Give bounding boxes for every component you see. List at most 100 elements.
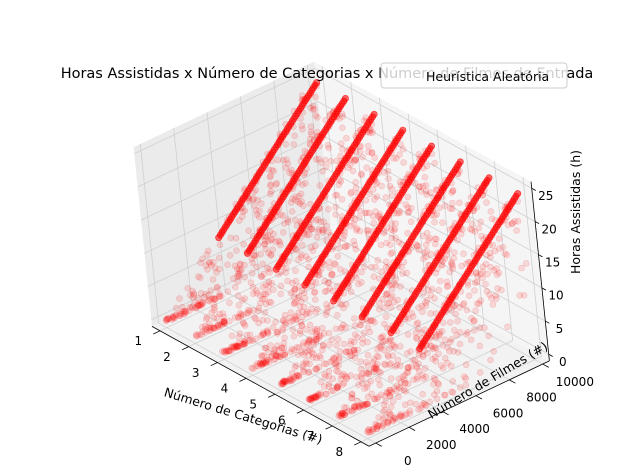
data-point <box>240 320 248 328</box>
data-point <box>194 302 202 310</box>
data-point <box>319 346 326 354</box>
data-point <box>186 303 194 311</box>
data-point <box>332 353 340 361</box>
data-point <box>320 330 328 337</box>
data-point <box>281 351 289 359</box>
data-point <box>358 375 366 382</box>
data-point <box>336 348 344 355</box>
data-point <box>364 317 371 325</box>
data-point <box>339 409 347 417</box>
data-point <box>451 301 459 309</box>
data-point <box>166 315 173 322</box>
data-point <box>192 304 199 312</box>
data-point <box>383 388 391 396</box>
data-point <box>471 287 478 294</box>
data-point <box>204 266 211 273</box>
data-point <box>405 315 412 322</box>
data-point <box>449 187 457 194</box>
data-point <box>216 241 224 249</box>
data-point <box>493 265 500 272</box>
data-point <box>233 341 240 349</box>
data-point <box>365 368 373 376</box>
data-point <box>422 182 430 189</box>
data-point <box>255 319 263 327</box>
data-point <box>205 291 212 299</box>
data-point <box>220 317 227 325</box>
data-point <box>198 301 206 309</box>
data-point <box>262 290 270 298</box>
data-point <box>246 307 253 315</box>
x-tick-mark <box>354 441 362 446</box>
data-point <box>412 400 420 408</box>
data-point <box>289 326 297 334</box>
data-point <box>252 207 260 214</box>
data-point <box>312 336 320 343</box>
data-point <box>279 324 287 332</box>
data-point <box>374 213 382 220</box>
data-point <box>419 182 427 190</box>
data-point <box>369 212 377 220</box>
data-point <box>226 252 234 259</box>
data-point <box>281 349 289 357</box>
data-point <box>377 344 385 352</box>
data-point <box>236 339 243 347</box>
data-point <box>495 235 503 242</box>
data-point <box>249 337 256 345</box>
data-point <box>351 403 358 410</box>
data-point <box>305 256 312 263</box>
data-point <box>396 362 404 370</box>
data-point <box>363 401 370 408</box>
data-point <box>335 412 343 420</box>
data-point <box>311 326 319 333</box>
data-point <box>328 271 335 279</box>
y-tick-mark <box>509 379 516 384</box>
data-point <box>295 309 303 317</box>
data-point <box>427 251 435 258</box>
data-point <box>314 114 321 121</box>
data-point <box>404 204 412 211</box>
data-point <box>443 283 451 291</box>
data-point <box>192 304 200 312</box>
data-point <box>206 258 213 266</box>
data-point <box>473 300 481 307</box>
data-point <box>231 314 239 321</box>
x-tick-mark <box>325 425 333 430</box>
data-point <box>471 279 479 287</box>
data-point <box>259 295 266 303</box>
data-point <box>307 104 315 112</box>
data-point <box>291 285 299 293</box>
data-point <box>401 401 409 409</box>
data-point <box>396 413 404 421</box>
data-point <box>272 351 280 359</box>
data-point <box>365 227 372 234</box>
data-point <box>308 282 316 290</box>
data-point <box>331 260 338 267</box>
data-point <box>254 360 261 367</box>
data-point <box>435 286 443 294</box>
data-point <box>274 352 282 360</box>
data-point <box>329 270 336 278</box>
data-point <box>358 401 366 408</box>
data-point <box>385 353 392 360</box>
data-point <box>181 308 188 316</box>
data-point <box>191 298 199 306</box>
data-point <box>393 361 401 369</box>
data-point <box>192 331 200 338</box>
data-point <box>379 423 386 430</box>
data-point <box>384 351 392 359</box>
data-point <box>332 362 340 369</box>
data-point <box>177 310 185 318</box>
data-point <box>411 357 419 364</box>
data-point <box>259 316 266 324</box>
data-point <box>199 300 206 308</box>
data-point <box>259 360 267 368</box>
data-point <box>375 368 383 376</box>
data-point <box>193 332 200 340</box>
data-point <box>210 301 218 309</box>
data-point <box>396 209 403 217</box>
data-point <box>233 342 240 350</box>
data-point <box>355 403 363 411</box>
grid-y-left <box>139 143 160 324</box>
data-point <box>168 316 175 323</box>
data-point <box>261 309 269 316</box>
